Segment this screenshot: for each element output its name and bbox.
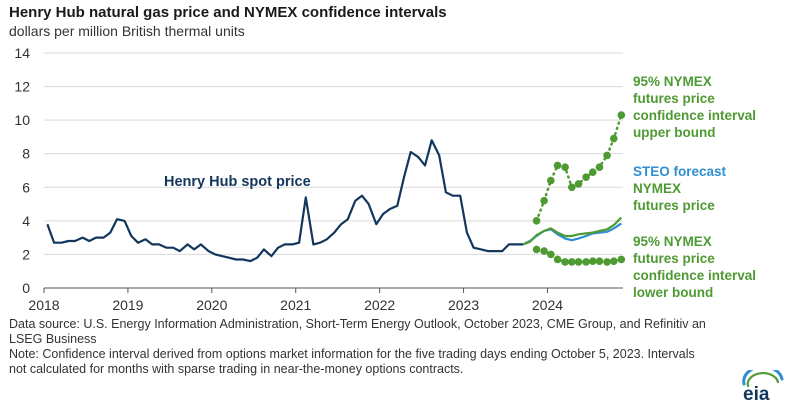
y-tick-label: 12 [14, 79, 30, 95]
lower-bound-point [609, 257, 618, 265]
y-tick-label: 0 [22, 280, 30, 296]
x-tick-label: 2022 [364, 297, 395, 313]
y-tick-label: 6 [22, 179, 30, 195]
lower-bound-label: lower bound [633, 285, 713, 300]
lower-bound-point [553, 255, 562, 264]
x-tick-label: 2021 [280, 297, 311, 313]
y-tick-label: 10 [14, 112, 30, 128]
svg-text:eia: eia [743, 384, 770, 402]
lower-bound-point [574, 258, 583, 266]
chart-subtitle: dollars per million British thermal unit… [9, 23, 245, 39]
upper-bound-point [540, 196, 548, 205]
upper-bound-point [617, 111, 626, 119]
x-tick-label: 2018 [28, 297, 59, 313]
confidence-interval-note: Note: Confidence interval derived from o… [9, 347, 695, 376]
upper-bound-point [603, 151, 611, 160]
upper-bound-point [547, 176, 555, 185]
upper-bound-label: futures price [633, 91, 715, 106]
lower-bound-point [617, 255, 626, 264]
lower-bound-point [547, 250, 555, 259]
line-chart: 0 2 4 6 8 10 12 14 2018 2019 2020 2021 2022 2023 2024… [14, 45, 756, 313]
upper-bound-label: 95% NYMEX [633, 74, 712, 89]
lower-bound-point [582, 258, 590, 266]
upper-bound-point [595, 163, 604, 171]
gridlines [44, 52, 623, 289]
x-tick-label: 2023 [448, 297, 479, 313]
steo-forecast-label: STEO forecast [633, 164, 727, 179]
upper-bound-label: confidence interval [633, 108, 756, 123]
upper-bound-point [588, 168, 597, 176]
nymex-futures-line [522, 216, 623, 246]
chart-notes: Data source: U.S. Energy Information Adm… [9, 317, 709, 377]
spot-price-label: Henry Hub spot price [164, 174, 311, 190]
data-source-note: Data source: U.S. Energy Information Adm… [9, 317, 706, 346]
upper-bound-point [532, 217, 541, 225]
upper-bound-point [561, 163, 569, 171]
y-tick-label: 14 [14, 45, 30, 61]
nymex-futures-label: futures price [633, 198, 715, 213]
upper-bound-point [568, 183, 576, 192]
lower-bound-point [603, 258, 611, 266]
x-axis-ticks: 2018 2019 2020 2021 2022 2023 2024 [28, 288, 563, 313]
lower-bound-label: 95% NYMEX [633, 234, 712, 249]
lower-bound-point [561, 258, 569, 266]
upper-bound-point [553, 161, 562, 170]
lower-bound-point [532, 245, 541, 254]
series-group [46, 111, 626, 266]
annotation-labels: Henry Hub spot price 95% NYMEX futures pri… [164, 74, 756, 300]
upper-bound-point [609, 134, 618, 143]
upper-bound-line [535, 113, 623, 223]
eia-logo: eia [742, 370, 784, 402]
upper-bound-point [574, 180, 583, 188]
lower-bound-point [588, 257, 597, 265]
y-tick-label: 2 [22, 246, 30, 262]
x-tick-label: 2020 [196, 297, 227, 313]
upper-bound-label: upper bound [633, 125, 715, 140]
x-tick-label: 2019 [112, 297, 143, 313]
y-tick-label: 8 [22, 146, 30, 162]
y-axis-ticks: 0 2 4 6 8 10 12 14 [14, 45, 30, 296]
upper-bound-point [582, 173, 590, 182]
lower-bound-point [595, 257, 604, 265]
lower-bound-point [568, 258, 576, 266]
y-tick-label: 4 [22, 213, 30, 229]
chart-title: Henry Hub natural gas price and NYMEX co… [9, 4, 447, 21]
lower-bound-point [540, 247, 548, 255]
lower-bound-label: futures price [633, 251, 715, 266]
nymex-futures-label: NYMEX [633, 181, 681, 196]
x-tick-label: 2024 [532, 297, 563, 313]
lower-bound-label: confidence interval [633, 268, 756, 283]
spot-price-line [46, 139, 524, 263]
